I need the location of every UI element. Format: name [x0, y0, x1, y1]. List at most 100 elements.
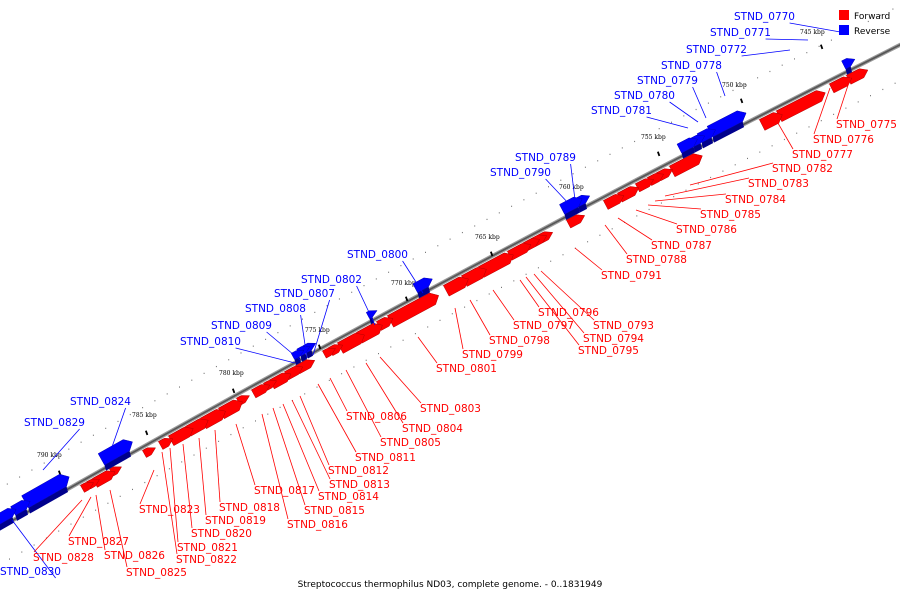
gene-label-stnd-0820[interactable]: STND_0820 — [191, 528, 252, 540]
gene-label-stnd-0778[interactable]: STND_0778 — [661, 60, 722, 72]
gene-label-stnd-0782[interactable]: STND_0782 — [772, 163, 833, 175]
gene-STND_0782[interactable] — [668, 153, 703, 178]
gene-STND_0781[interactable] — [676, 137, 698, 159]
gene-STND_0822[interactable] — [167, 426, 194, 446]
gene-STND_0791[interactable] — [565, 214, 586, 229]
gene-label-stnd-0781[interactable]: STND_0781 — [591, 105, 652, 117]
gene-STND_0805[interactable] — [336, 332, 365, 354]
gene-STND_0778[interactable] — [706, 110, 747, 143]
gene-label-stnd-0804[interactable]: STND_0804 — [402, 423, 463, 435]
gene-label-stnd-0806[interactable]: STND_0806 — [346, 411, 407, 423]
gene-STND_0829b[interactable] — [10, 500, 31, 521]
gene-label-stnd-0796[interactable]: STND_0796 — [538, 307, 599, 319]
gene-label-stnd-0791[interactable]: STND_0791 — [601, 270, 662, 282]
gene-STND_0775[interactable] — [845, 68, 869, 85]
gene-STND_0811[interactable] — [321, 348, 336, 359]
gene-label-stnd-0787[interactable]: STND_0787 — [651, 240, 712, 252]
gene-label-stnd-0816[interactable]: STND_0816 — [287, 519, 348, 531]
gene-label-stnd-0815[interactable]: STND_0815 — [304, 505, 365, 517]
gene-STND_0815[interactable] — [268, 372, 292, 390]
gene-STND_0829[interactable] — [21, 473, 70, 514]
gene-label-stnd-0779[interactable]: STND_0779 — [637, 75, 698, 87]
gene-label-stnd-0811[interactable]: STND_0811 — [355, 452, 416, 464]
gene-STND_0800[interactable] — [412, 277, 433, 299]
gene-label-stnd-0808[interactable]: STND_0808 — [245, 303, 306, 315]
gene-label-stnd-0818[interactable]: STND_0818 — [219, 502, 280, 514]
gene-label-stnd-0805[interactable]: STND_0805 — [380, 437, 441, 449]
gene-STND_0790[interactable] — [559, 196, 583, 220]
gene-label-stnd-0798[interactable]: STND_0798 — [489, 335, 550, 347]
gene-label-stnd-0827[interactable]: STND_0827 — [68, 536, 129, 548]
gene-label-stnd-0776[interactable]: STND_0776 — [813, 134, 874, 146]
gene-label-stnd-0799[interactable]: STND_0799 — [462, 349, 523, 361]
map-caption: Streptococcus thermophilus ND03, complet… — [298, 580, 603, 590]
gene-label-stnd-0771[interactable]: STND_0771 — [710, 27, 771, 39]
gene-label-stnd-0824[interactable]: STND_0824 — [70, 396, 131, 408]
gene-STND_0817[interactable] — [250, 384, 271, 399]
gene-label-stnd-0802[interactable]: STND_0802 — [301, 274, 362, 286]
gene-label-stnd-0797[interactable]: STND_0797 — [513, 320, 574, 332]
gene-label-stnd-0826[interactable]: STND_0826 — [104, 550, 165, 562]
gene-STND_0824[interactable] — [97, 439, 133, 471]
gene-label-stnd-0789[interactable]: STND_0789 — [515, 152, 576, 164]
gene-label-stnd-0829[interactable]: STND_0829 — [24, 417, 85, 429]
gene-STND_0799[interactable] — [442, 276, 469, 297]
gene-STND_0807[interactable] — [302, 342, 317, 359]
reverse-genes — [0, 58, 856, 531]
gene-label-stnd-0817[interactable]: STND_0817 — [254, 485, 315, 497]
gene-label-stnd-0812[interactable]: STND_0812 — [328, 465, 389, 477]
gene-STND_0828b[interactable] — [79, 482, 94, 493]
gene-label-stnd-0814[interactable]: STND_0814 — [318, 491, 379, 503]
gene-STND_0770[interactable] — [841, 58, 856, 75]
gene-label-stnd-0793[interactable]: STND_0793 — [593, 320, 654, 332]
kbp-label: 770 kbp — [391, 280, 416, 287]
gene-label-stnd-0830[interactable]: STND_0830 — [0, 566, 61, 578]
gene-label-stnd-0810[interactable]: STND_0810 — [180, 336, 241, 348]
gene-labels: STND_0770 STND_0771 STND_0772 STND_0778 STND… — [0, 11, 897, 579]
gene-label-stnd-0775[interactable]: STND_0775 — [836, 119, 897, 131]
gene-label-stnd-0813[interactable]: STND_0813 — [329, 479, 390, 491]
gene-STND_0777b[interactable] — [758, 112, 783, 131]
gene-label-stnd-0795[interactable]: STND_0795 — [578, 345, 639, 357]
gene-label-stnd-0809[interactable]: STND_0809 — [211, 320, 272, 332]
gene-STND_0827[interactable] — [91, 470, 116, 488]
legend-label-forward: Forward — [854, 12, 890, 22]
gene-STND_0825[interactable] — [141, 447, 156, 458]
gene-label-stnd-0801[interactable]: STND_0801 — [436, 363, 497, 375]
kbp-labels: 745 kbp 750 kbp 755 kbp 760 kbp 765 kbp 770 k… — [37, 29, 825, 476]
gene-label-stnd-0800[interactable]: STND_0800 — [347, 249, 408, 261]
gene-label-stnd-0772[interactable]: STND_0772 — [686, 44, 747, 56]
gene-label-stnd-0807[interactable]: STND_0807 — [274, 288, 335, 300]
gene-label-stnd-0794[interactable]: STND_0794 — [583, 333, 644, 345]
gene-label-stnd-0785[interactable]: STND_0785 — [700, 209, 761, 221]
gene-label-stnd-0780[interactable]: STND_0780 — [614, 90, 675, 102]
gene-STND_0776[interactable] — [828, 76, 853, 94]
gene-STND_0801[interactable] — [386, 292, 439, 328]
gene-label-stnd-0825[interactable]: STND_0825 — [126, 567, 187, 579]
gene-label-stnd-0823[interactable]: STND_0823 — [139, 504, 200, 516]
kbp-label: 780 kbp — [219, 370, 244, 377]
gene-label-stnd-0777[interactable]: STND_0777 — [792, 149, 853, 161]
gene-STND_0777[interactable] — [775, 90, 826, 122]
gene-label-stnd-0783[interactable]: STND_0783 — [748, 178, 809, 190]
gene-label-stnd-0828[interactable]: STND_0828 — [33, 552, 94, 564]
gene-label-stnd-0822[interactable]: STND_0822 — [176, 554, 237, 566]
gene-STND_0787[interactable] — [602, 194, 625, 210]
kbp-label: 775 kbp — [305, 327, 330, 334]
gene-label-stnd-0788[interactable]: STND_0788 — [626, 254, 687, 266]
gene-label-stnd-0784[interactable]: STND_0784 — [725, 194, 786, 206]
kbp-label: 790 kbp — [37, 452, 62, 459]
legend: Forward Reverse — [839, 10, 891, 37]
gene-label-stnd-0821[interactable]: STND_0821 — [177, 542, 238, 554]
kbp-label: 760 kbp — [559, 184, 584, 191]
gene-STND_0809[interactable] — [290, 350, 305, 366]
gene-label-stnd-0786[interactable]: STND_0786 — [676, 224, 737, 236]
kbp-label: 745 kbp — [800, 29, 825, 36]
gene-label-stnd-0790[interactable]: STND_0790 — [490, 167, 551, 179]
gene-label-stnd-0803[interactable]: STND_0803 — [420, 403, 481, 415]
gene-label-stnd-0819[interactable]: STND_0819 — [205, 515, 266, 527]
gene-STND_0823[interactable] — [157, 438, 174, 450]
gene-STND_0830[interactable] — [0, 508, 17, 531]
gene-STND_0785[interactable] — [634, 178, 655, 193]
gene-label-stnd-0770[interactable]: STND_0770 — [734, 11, 795, 23]
